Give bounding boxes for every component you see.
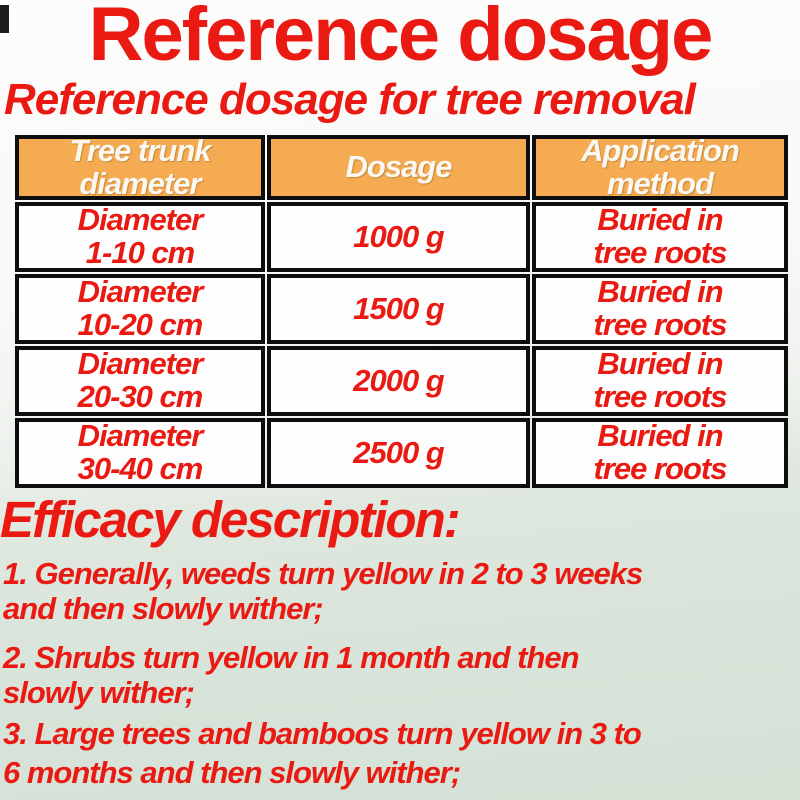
table-cell-row1-method: Buried in tree roots — [532, 202, 788, 272]
efficacy-point-3: 3. Large trees and bamboos turn yellow i… — [3, 716, 642, 791]
table-header-application-method: Application method — [532, 134, 788, 200]
table-cell-row2-diameter: Diameter 10-20 cm — [15, 274, 265, 344]
efficacy-heading: Efficacy description: — [0, 491, 461, 548]
table-cell-row3-diameter: Diameter 20-30 cm — [15, 346, 265, 416]
page-title: Reference dosage — [88, 0, 714, 77]
efficacy-point-2: 2. Shrubs turn yellow in 1 month and the… — [3, 640, 580, 711]
table-cell-row3-dosage: 2000 g — [267, 346, 530, 416]
table-cell-row4-method: Buried in tree roots — [532, 418, 788, 488]
dosage-table: Tree trunk diameter Dosage Application m… — [15, 134, 788, 488]
table-header-tree-trunk-diameter: Tree trunk diameter — [15, 134, 265, 200]
table-cell-row4-dosage: 2500 g — [267, 418, 530, 488]
table-cell-row2-method: Buried in tree roots — [532, 274, 788, 344]
page-subtitle: Reference dosage for tree removal — [4, 75, 696, 124]
efficacy-point-1: 1. Generally, weeds turn yellow in 2 to … — [3, 556, 643, 627]
table-cell-row4-diameter: Diameter 30-40 cm — [15, 418, 265, 488]
table-header-dosage: Dosage — [267, 135, 530, 200]
corner-artifact — [0, 5, 9, 33]
table-cell-row3-method: Buried in tree roots — [532, 346, 788, 416]
table-cell-row2-dosage: 1500 g — [267, 274, 530, 344]
table-cell-row1-diameter: Diameter 1-10 cm — [15, 202, 265, 272]
table-cell-row1-dosage: 1000 g — [267, 202, 530, 272]
